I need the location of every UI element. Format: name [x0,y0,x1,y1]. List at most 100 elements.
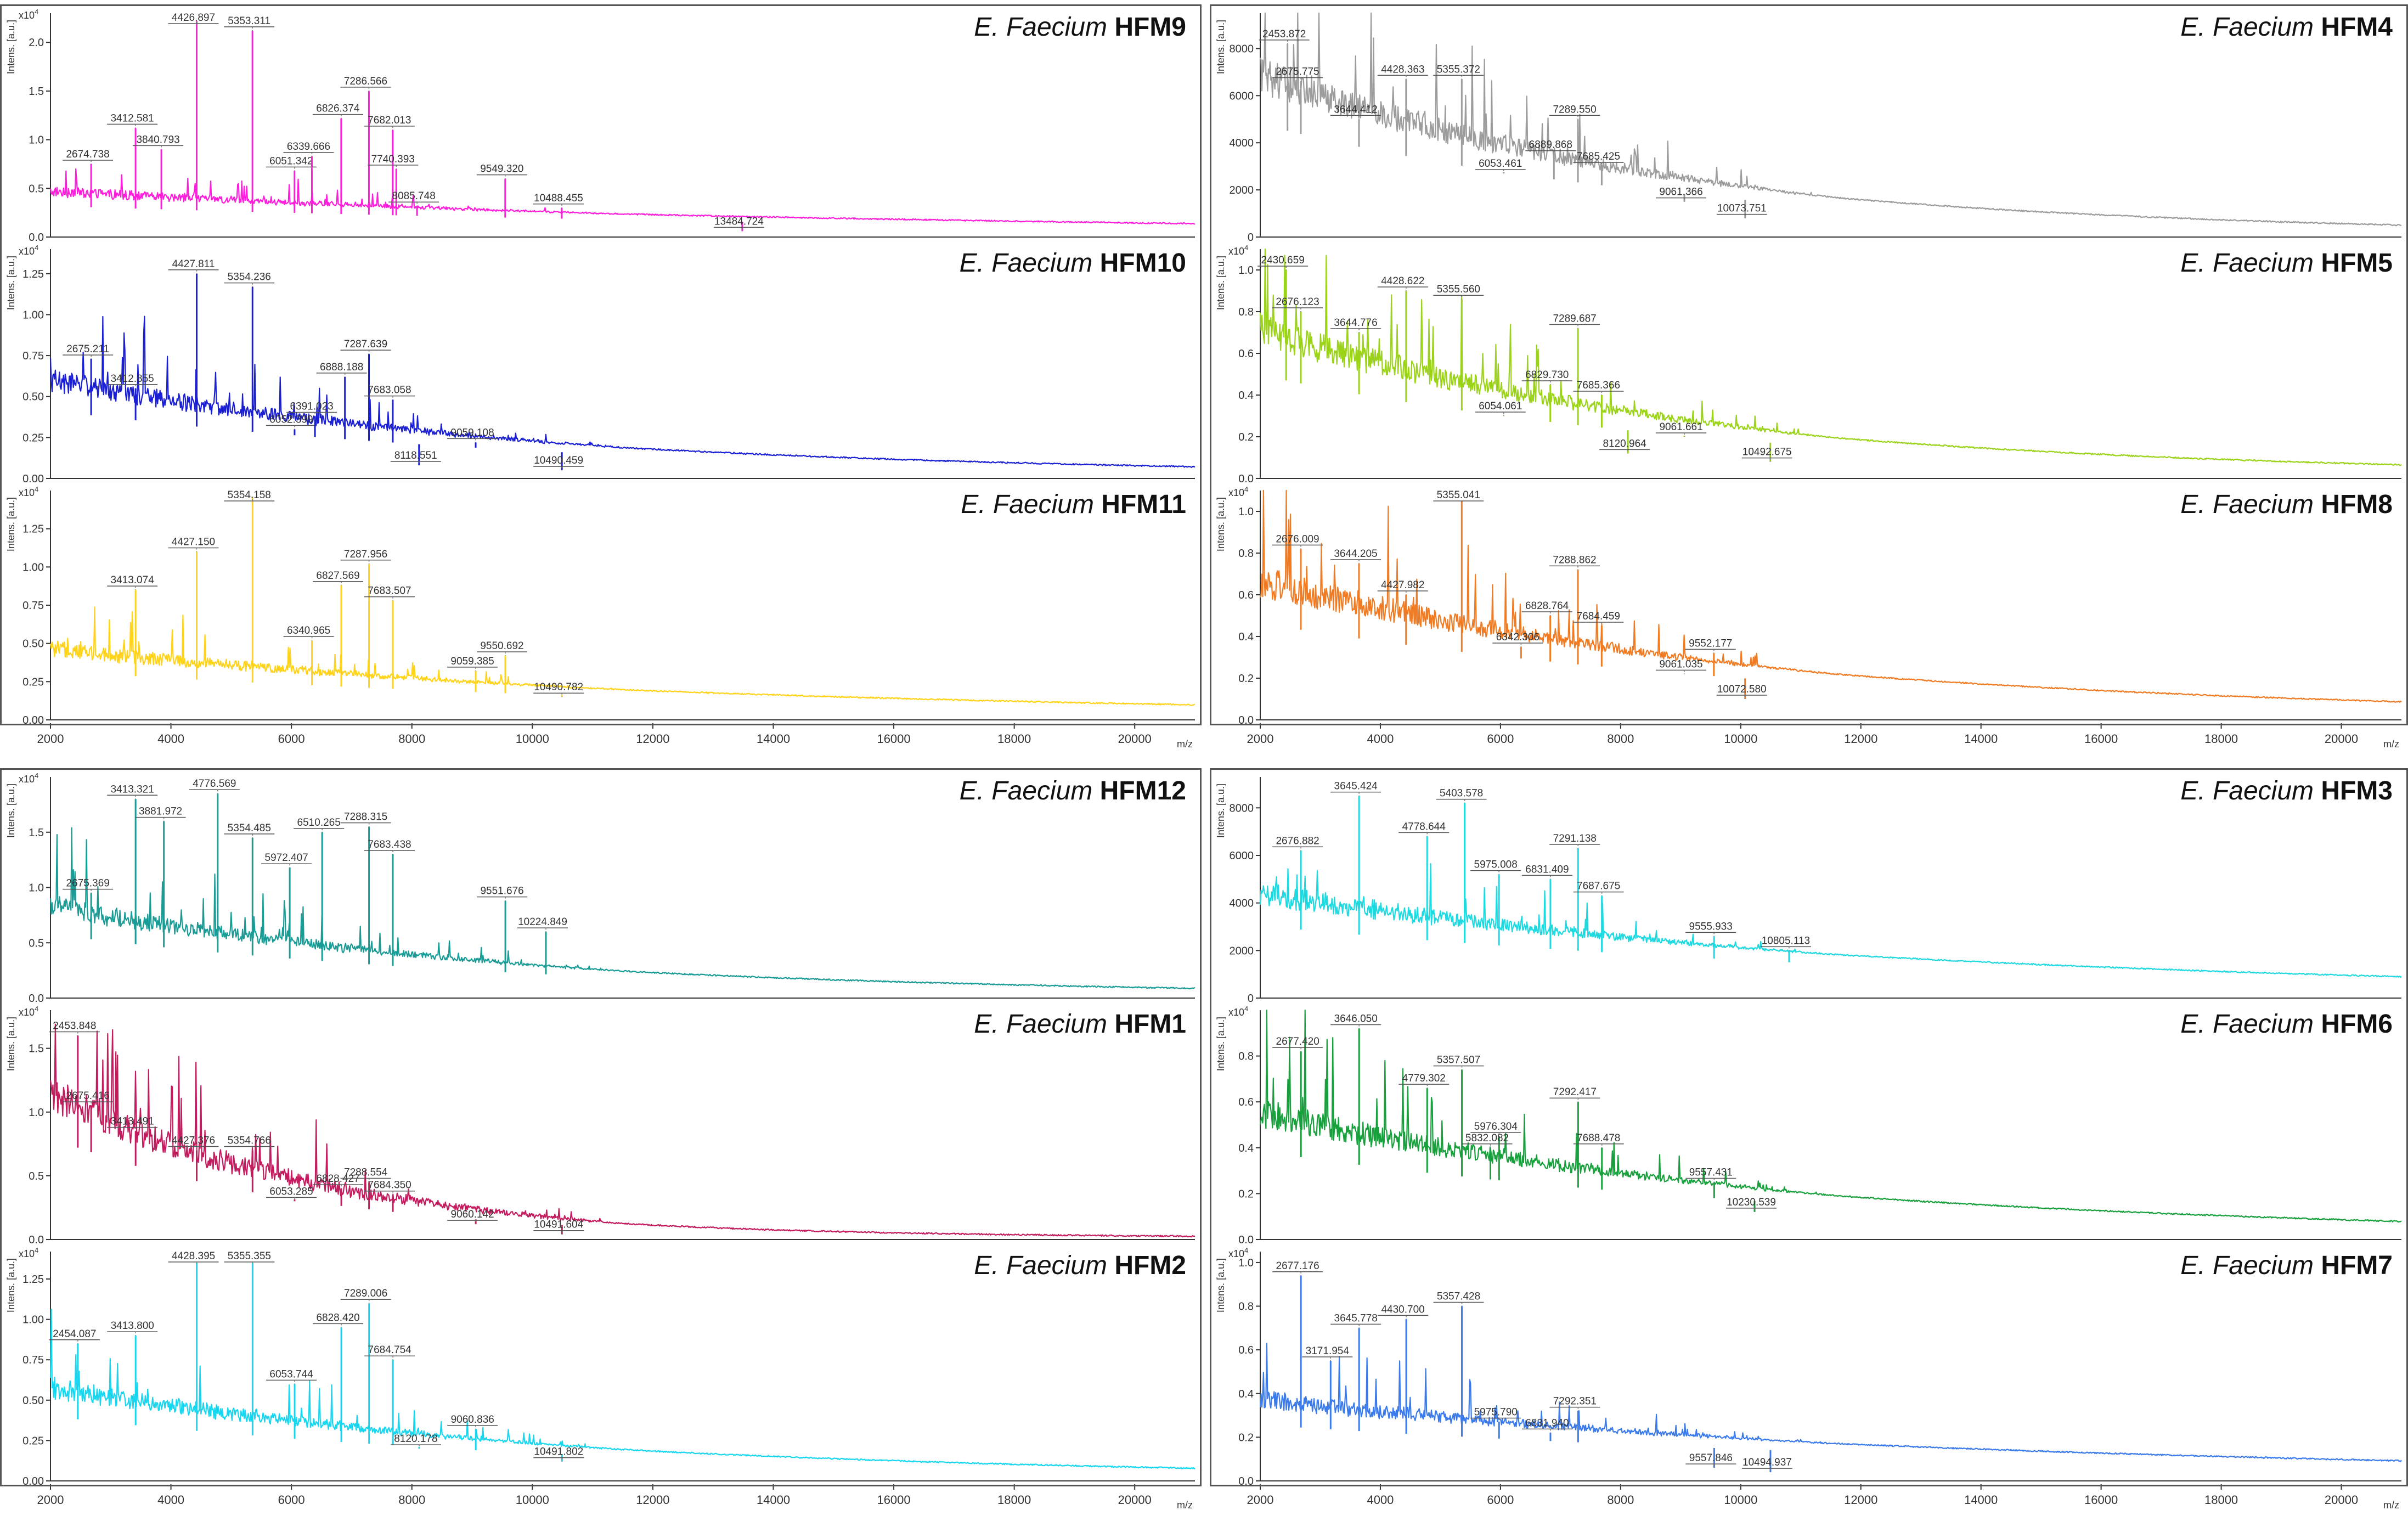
y-tick-label: 0.50 [22,1395,44,1407]
x-tick-label: 2000 [1247,732,1274,746]
peak-label: 10492.675 [1742,447,1792,458]
peak-label: 10224.849 [518,916,567,928]
spectrum-trace [1259,1009,2402,1223]
x-tick-label: 20000 [2325,732,2358,746]
y-tick-label: 0.00 [22,1475,44,1487]
x-axis-label: m/z [2383,739,2399,750]
peak-label: 10488.455 [534,193,583,204]
peak-label: 5357.428 [1437,1291,1480,1303]
y-tick-label: 0.00 [22,714,44,726]
species-name: E. Faecium [959,776,1100,805]
peak-label: 10494.937 [1742,1457,1792,1468]
peak-label: 4778.644 [1402,821,1446,832]
x-tick-label: 16000 [2084,732,2118,746]
peak-label: 8118.551 [394,450,437,461]
peak-label: 9060.836 [451,1414,494,1425]
y-tick-label: 0.2 [1238,673,1254,685]
strain-name: HFM2 [1114,1251,1186,1280]
spectrum-trace [49,1309,1195,1470]
peak-label: 6826.374 [316,103,360,115]
y-exponent-label: x104 [19,1005,38,1018]
peak-label: 6828.427 [316,1173,359,1185]
species-name: E. Faecium [2180,1010,2321,1039]
y-tick-label: 1.00 [22,561,44,573]
peak-label: 10490.459 [534,455,583,466]
y-tick-label: 0.5 [29,937,44,949]
y-tick-label: 1.5 [29,86,44,98]
spectrum-plot: 0.0 0.2 0.4 0.6 0.8 1.0 Intens. [a.u.]x104 2676… [1215,485,2402,726]
y-tick-label: 1.00 [22,309,44,321]
panel-title: E. Faecium HFM11 [961,489,1186,520]
peak-label: 5403.578 [1440,788,1483,799]
x-tick-label: 16000 [877,1493,910,1507]
x-tick-label: 12000 [1844,732,1877,746]
peak-label: 6053.744 [269,1368,313,1380]
peak-label: 9551.676 [480,886,523,897]
spectrum-plot: 0.00 0.25 0.50 0.75 1.00 1.25 Intens. [a.u.]x1… [5,1246,1195,1487]
peak-label: 6510.265 [297,817,341,829]
y-tick-label: 0.0 [29,993,44,1005]
y-exponent-label: x104 [1228,485,1248,498]
y-tick-label: 1.25 [22,1274,44,1286]
peak-label: 7688.478 [1577,1132,1620,1144]
peak-label: 3413.321 [111,784,154,795]
panel-title: E. Faecium HFM9 [974,12,1186,42]
peak-label: 2675.369 [66,878,110,889]
strain-name: HFM3 [2321,776,2393,805]
x-axis: 2000 4000 6000 8000 10000 12000 14000 16000 1800… [1247,723,2399,750]
peak-label: 6054.061 [1479,401,1522,412]
peak-label: 2677.176 [1276,1260,1319,1272]
x-tick-label: 6000 [278,732,305,746]
peak-label: 9061.661 [1659,421,1702,433]
peak-label: 2674.738 [66,149,109,160]
x-axis-label: m/z [2383,1500,2399,1511]
peak-label: 4776.569 [193,778,236,790]
peak-label: 5832.082 [1465,1132,1509,1144]
spectrum-panel-hfm10: 0.00 0.25 0.50 0.75 1.00 1.25 Intens. [a.u.] x1… [0,240,1202,485]
peak-label: 10805.113 [1762,935,1810,946]
y-tick-label: 0.4 [1238,631,1254,643]
y-axis-label: Intens. [a.u.] [5,784,16,838]
y-exponent-label: x104 [19,8,38,21]
y-tick-label: 1.0 [1238,1257,1254,1269]
spectrum-plot: 0 2000 4000 6000 8000 Intens. [a.u.] 2676.882 3… [1215,777,2402,1005]
peak-label: 3413.074 [111,574,155,586]
peak-label: 3413.491 [111,1116,154,1128]
peak-label: 2453.872 [1262,29,1306,40]
y-tick-label: 0.4 [1238,1388,1254,1400]
y-tick-label: 1.0 [29,134,44,146]
x-tick-label: 6000 [278,1493,305,1507]
panel-title: E. Faecium HFM10 [960,248,1186,278]
y-tick-label: 6000 [1230,850,1254,862]
peak-label: 2675.211 [66,343,109,355]
y-axis-label: Intens. [a.u.] [5,1258,16,1312]
peak-label: 9552.177 [1689,638,1732,649]
peak-label: 7683.058 [368,385,411,396]
y-tick-label: 0.8 [1238,1301,1254,1313]
x-tick-label: 18000 [2204,732,2238,746]
peak-label: 9060.142 [451,1209,494,1220]
species-name: E. Faecium [2180,490,2321,519]
peak-label: 4427.982 [1381,579,1424,591]
y-axis-label: Intens. [a.u.] [5,20,16,74]
x-tick-label: 4000 [1367,1493,1394,1507]
peak-label: 2675.775 [1276,66,1319,78]
spectrum-panel-hfm8: 0.0 0.2 0.4 0.6 0.8 1.0 Intens. [a.u.] x104 2676… [1210,482,2408,726]
peak-label: 6827.569 [316,570,359,582]
y-tick-label: 0.6 [1238,589,1254,601]
peak-label: 5975.790 [1474,1407,1518,1418]
x-tick-label: 12000 [1844,1493,1877,1507]
peak-label: 3840.793 [136,134,179,145]
panel-title: E. Faecium HFM8 [2180,489,2393,520]
peak-label: 3412.855 [110,373,154,385]
x-tick-label: 8000 [1607,1493,1634,1507]
spectrum-trace [1259,1343,2402,1462]
peak-label: 3413.800 [111,1320,154,1332]
y-tick-label: 0.25 [22,1435,44,1447]
y-tick-label: 0.50 [22,391,44,403]
spectrum-trace [1259,12,2402,227]
spectra-block: 0.0 0.5 1.0 1.5 Intens. [a.u.] x104 2675.369 34… [0,768,1202,1517]
x-tick-label: 10000 [516,1493,549,1507]
y-tick-label: 0.50 [22,638,44,650]
peak-label: 10491.604 [534,1219,583,1231]
